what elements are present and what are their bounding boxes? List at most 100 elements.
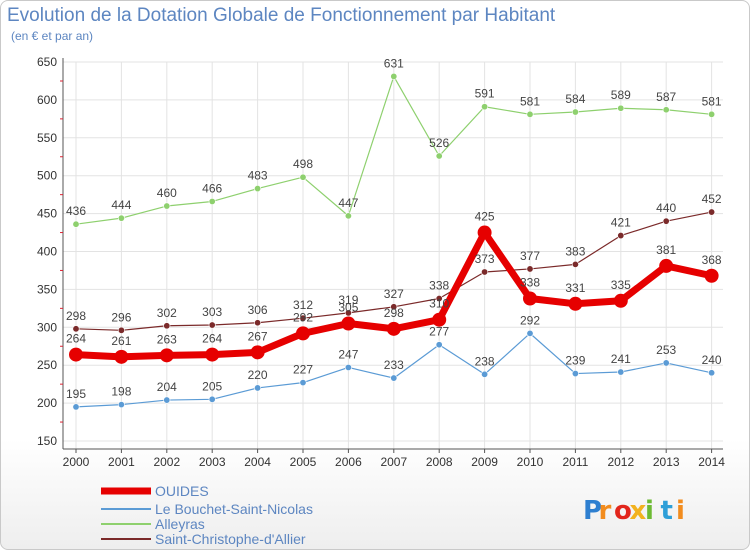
y-tick-label-450: 450 [37, 207, 57, 221]
data-point-le-bouchet-saint-nicolas-2003 [208, 395, 216, 403]
y-tick-label-350: 350 [37, 282, 57, 296]
data-label-le-bouchet-saint-nicolas-2003: 205 [202, 379, 222, 393]
data-point-saint-christophe-d-allier-2000 [72, 325, 80, 333]
data-label-saint-christophe-d-allier-2003: 303 [202, 305, 222, 319]
data-point-ouides-2009 [477, 225, 492, 240]
data-point-le-bouchet-saint-nicolas-2014 [708, 369, 716, 377]
data-point-saint-christophe-d-allier-2014 [708, 208, 716, 216]
y-tick-label-600: 600 [37, 93, 57, 107]
data-point-saint-christophe-d-allier-2005 [299, 314, 307, 322]
data-point-ouides-2005 [296, 326, 310, 341]
legend-label-le-bouchet-saint-nicolas: Le Bouchet-Saint-Nicolas [155, 501, 313, 517]
data-label-alleyras-2010: 581 [520, 94, 540, 108]
data-label-le-bouchet-saint-nicolas-2011: 239 [565, 354, 585, 368]
data-point-le-bouchet-saint-nicolas-2012 [617, 368, 625, 376]
data-label-ouides-2006: 305 [338, 301, 358, 315]
x-tick-label-2005: 2005 [290, 455, 317, 469]
data-label-alleyras-2012: 589 [611, 88, 631, 102]
logo-letter-5: t [661, 496, 673, 526]
data-label-saint-christophe-d-allier-2009: 373 [475, 252, 495, 266]
data-label-ouides-2000: 264 [66, 332, 86, 346]
data-point-alleyras-2001 [117, 214, 125, 222]
data-point-alleyras-2005 [299, 173, 307, 181]
data-label-le-bouchet-saint-nicolas-2001: 198 [111, 385, 131, 399]
data-label-le-bouchet-saint-nicolas-2006: 247 [338, 347, 358, 361]
data-point-alleyras-2007 [390, 72, 398, 80]
x-tick-label-2010: 2010 [517, 455, 544, 469]
data-point-ouides-2007 [386, 321, 401, 336]
data-point-saint-christophe-d-allier-2013 [662, 217, 670, 225]
data-point-saint-christophe-d-allier-2008 [435, 294, 443, 302]
data-label-saint-christophe-d-allier-2000: 298 [66, 309, 86, 323]
data-label-alleyras-2001: 444 [111, 198, 131, 212]
data-point-le-bouchet-saint-nicolas-2001 [117, 401, 125, 409]
data-label-ouides-2009: 425 [475, 210, 495, 224]
y-tick-label-500: 500 [37, 169, 57, 183]
data-point-le-bouchet-saint-nicolas-2011 [571, 370, 579, 378]
data-label-alleyras-2005: 498 [293, 157, 313, 171]
data-point-alleyras-2000 [72, 220, 80, 228]
data-point-le-bouchet-saint-nicolas-2007 [390, 374, 398, 382]
data-point-ouides-2014 [704, 268, 719, 283]
x-tick-label-2007: 2007 [380, 455, 407, 469]
data-point-saint-christophe-d-allier-2006 [344, 309, 352, 317]
data-label-ouides-2012: 335 [611, 278, 631, 292]
data-label-le-bouchet-saint-nicolas-2014: 240 [702, 353, 722, 367]
data-label-ouides-2008: 310 [429, 297, 449, 311]
data-point-alleyras-2010 [526, 110, 534, 118]
data-label-ouides-2004: 267 [248, 329, 268, 343]
data-label-alleyras-2008: 526 [429, 136, 449, 150]
logo-letter-1: r [599, 496, 612, 526]
data-label-le-bouchet-saint-nicolas-2007: 233 [384, 358, 404, 372]
data-point-saint-christophe-d-allier-2009 [481, 268, 489, 276]
logo-letter-6: i [676, 496, 685, 526]
data-point-alleyras-2002 [163, 202, 171, 210]
y-tick-label-150: 150 [37, 434, 57, 448]
data-point-le-bouchet-saint-nicolas-2004 [254, 384, 262, 392]
x-tick-label-2008: 2008 [426, 455, 453, 469]
data-point-alleyras-2008 [435, 152, 443, 160]
data-label-alleyras-2004: 483 [248, 169, 268, 183]
data-point-alleyras-2009 [481, 103, 489, 111]
logo-letter-3: x [630, 496, 647, 526]
data-point-ouides-2000 [69, 347, 83, 362]
x-tick-label-2013: 2013 [653, 455, 680, 469]
x-tick-label-2000: 2000 [63, 455, 90, 469]
data-point-alleyras-2011 [571, 108, 579, 116]
data-point-ouides-2001 [114, 349, 129, 364]
data-point-ouides-2004 [250, 345, 265, 360]
data-label-le-bouchet-saint-nicolas-2009: 238 [475, 354, 495, 368]
y-tick-label-250: 250 [37, 358, 57, 372]
x-tick-label-2009: 2009 [471, 455, 498, 469]
data-point-saint-christophe-d-allier-2004 [254, 319, 262, 327]
data-point-le-bouchet-saint-nicolas-2000 [72, 403, 80, 411]
data-point-saint-christophe-d-allier-2011 [571, 260, 579, 268]
chart-title: Evolution de la Dotation Globale de Fonc… [7, 5, 556, 26]
data-label-ouides-2005: 292 [293, 310, 313, 324]
data-point-alleyras-2012 [617, 104, 625, 112]
data-label-saint-christophe-d-allier-2005: 312 [293, 298, 313, 312]
data-label-ouides-2013: 381 [656, 243, 676, 257]
data-label-saint-christophe-d-allier-2010: 377 [520, 249, 540, 263]
y-tick-label-200: 200 [37, 396, 57, 410]
data-label-saint-christophe-d-allier-2012: 421 [611, 216, 631, 230]
data-point-alleyras-2014 [708, 110, 716, 118]
data-label-saint-christophe-d-allier-2001: 296 [111, 310, 131, 324]
x-tick-label-2002: 2002 [153, 455, 180, 469]
data-label-le-bouchet-saint-nicolas-2010: 292 [520, 313, 540, 327]
data-label-le-bouchet-saint-nicolas-2013: 253 [656, 343, 676, 357]
data-label-saint-christophe-d-allier-2008: 338 [429, 278, 449, 292]
data-label-saint-christophe-d-allier-2004: 306 [248, 303, 268, 317]
data-label-alleyras-2011: 584 [565, 92, 585, 106]
data-label-ouides-2007: 298 [384, 306, 404, 320]
data-label-alleyras-2002: 460 [157, 186, 177, 200]
data-label-le-bouchet-saint-nicolas-2002: 204 [157, 380, 177, 394]
data-label-le-bouchet-saint-nicolas-2004: 220 [248, 368, 268, 382]
data-label-alleyras-2009: 591 [475, 87, 495, 101]
data-label-alleyras-2000: 436 [66, 204, 86, 218]
data-label-le-bouchet-saint-nicolas-2012: 241 [611, 352, 631, 366]
x-tick-label-2014: 2014 [698, 455, 725, 469]
data-point-ouides-2011 [568, 296, 583, 311]
